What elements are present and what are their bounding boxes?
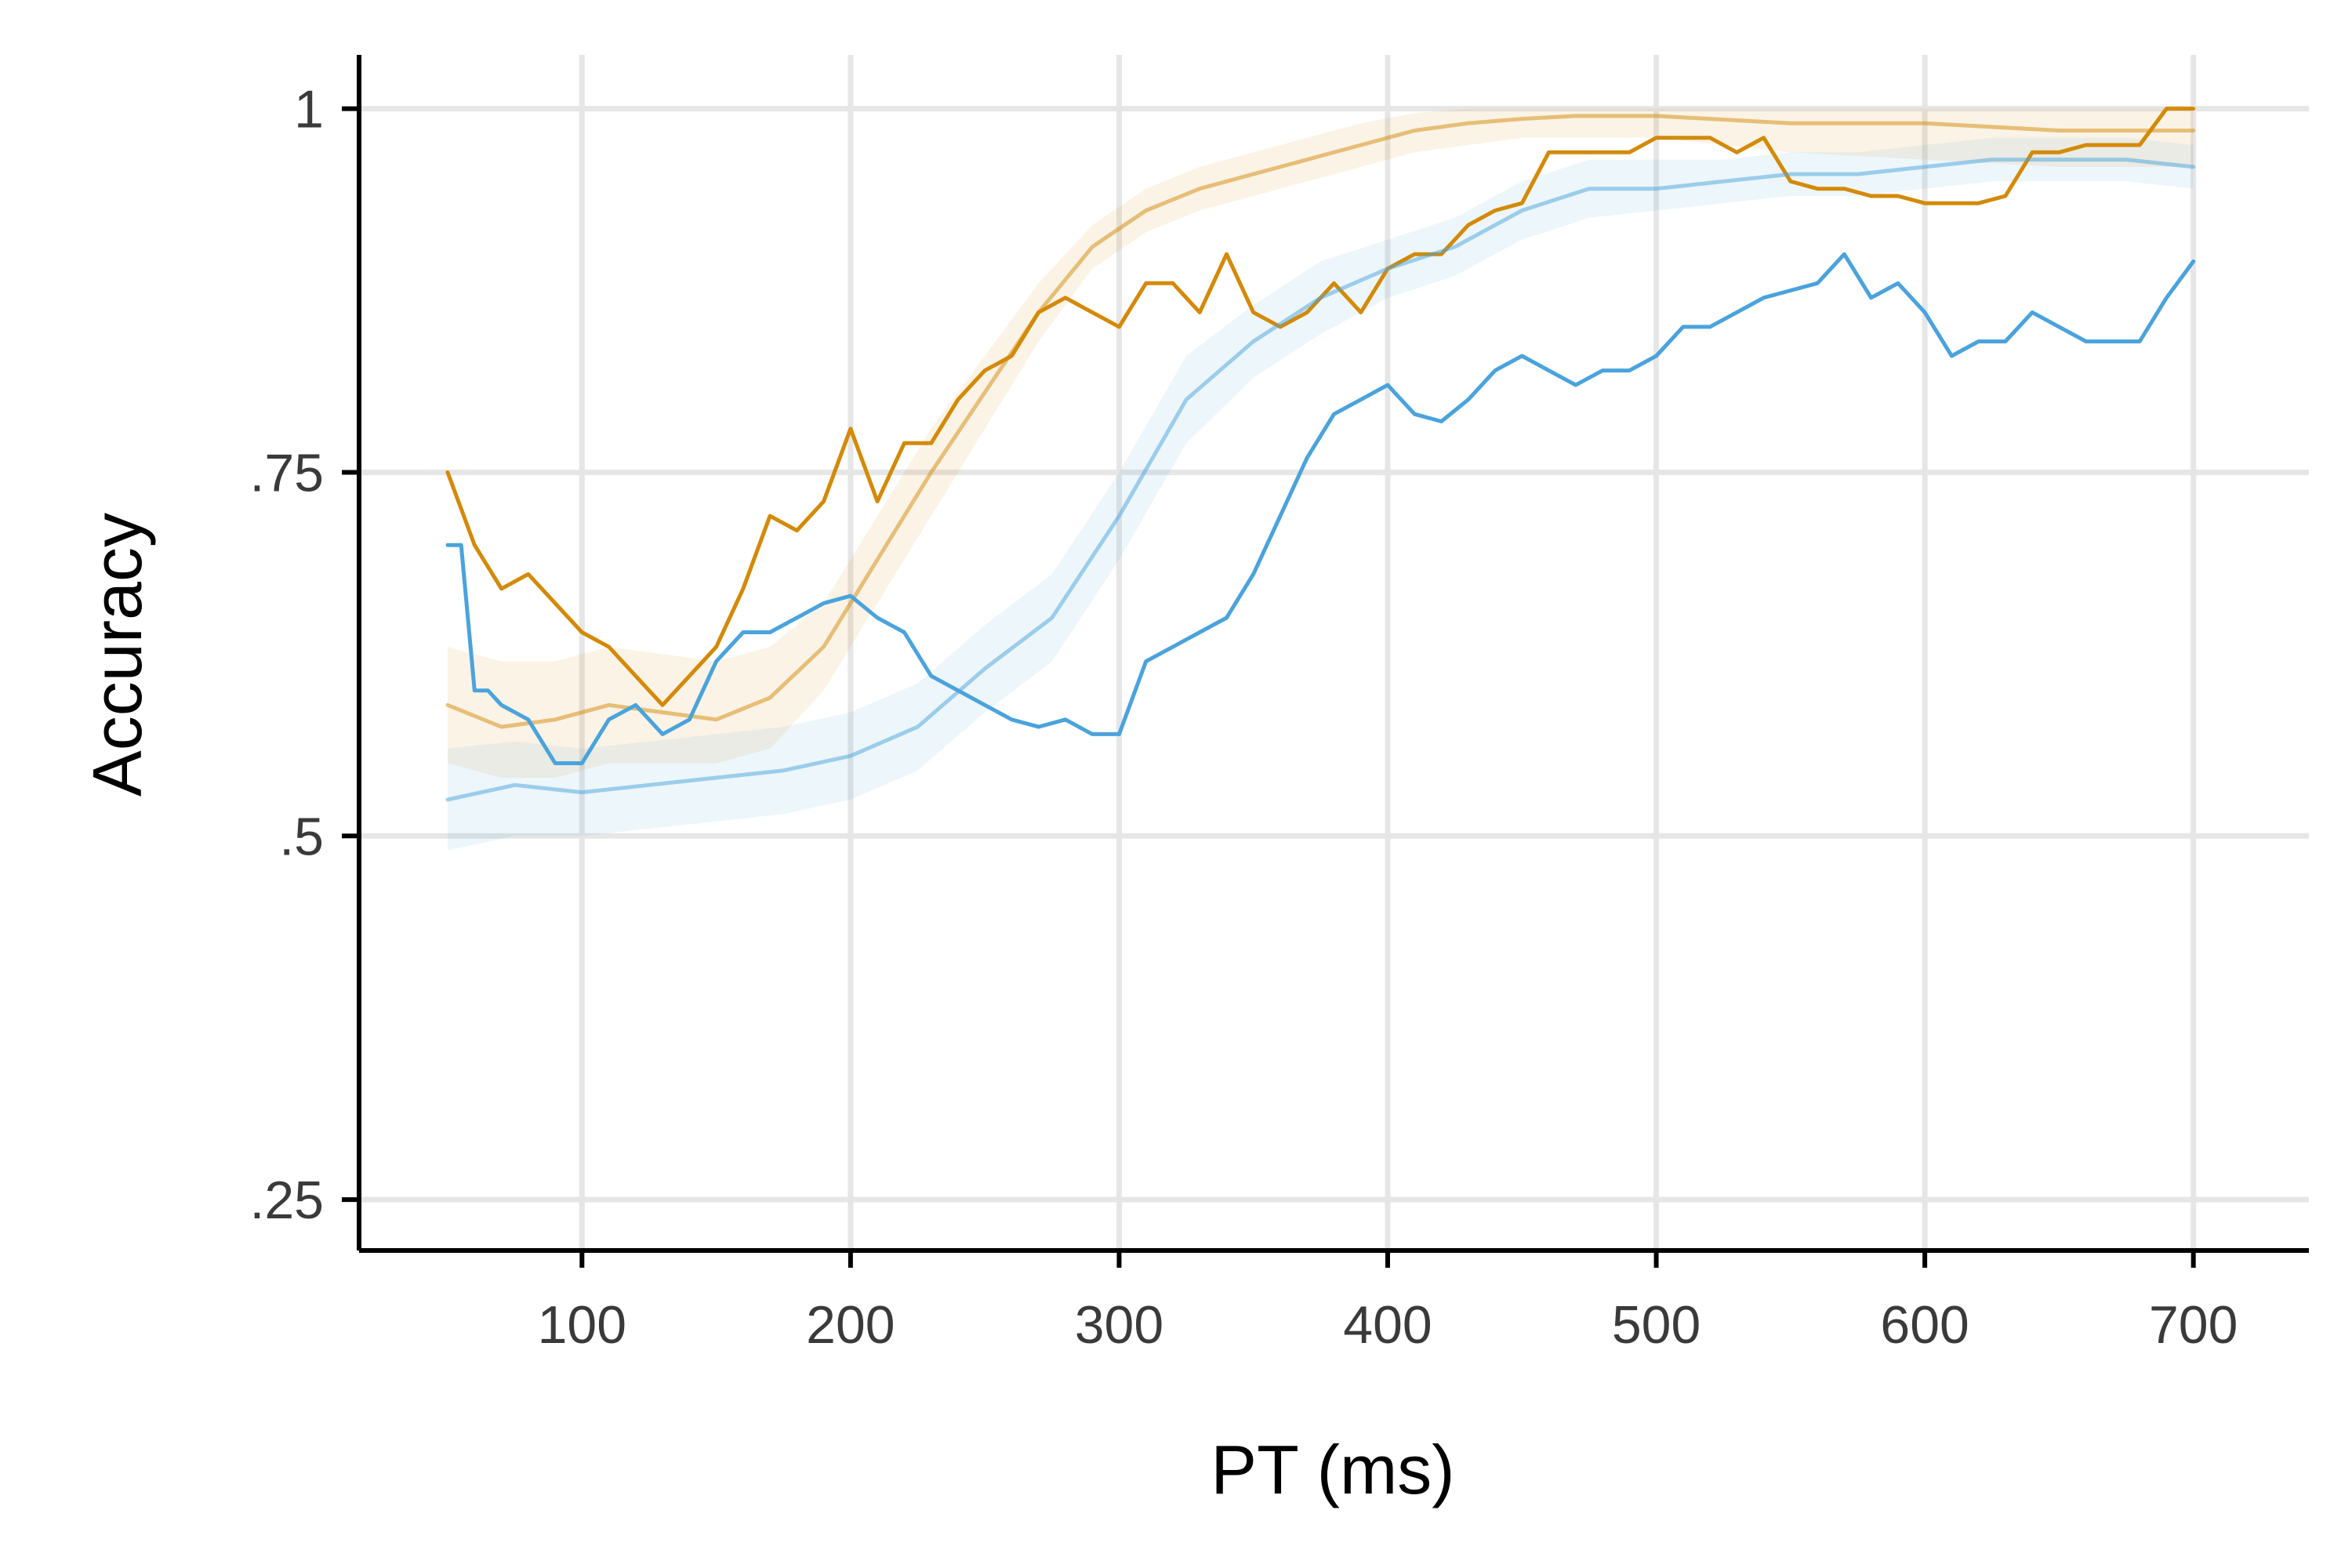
x-tick-label: 600 xyxy=(1880,1295,1969,1355)
series-3-line xyxy=(445,252,2196,765)
x-tick-label: 700 xyxy=(2149,1295,2238,1355)
x-tick-label: 500 xyxy=(1612,1295,1700,1355)
tick-labels: 100 200 300 400 500 600 700 .25 .5 .75 1 xyxy=(249,80,2238,1355)
x-tick-label: 300 xyxy=(1075,1295,1163,1355)
series-2-band xyxy=(448,137,2194,851)
x-tick-label: 100 xyxy=(538,1295,626,1355)
x-tick-label: 400 xyxy=(1343,1295,1432,1355)
y-tick-label: .75 xyxy=(249,443,324,503)
y-axis-title: Accuracy xyxy=(78,513,156,797)
y-tick-label: .25 xyxy=(249,1171,324,1230)
confidence-bands xyxy=(448,108,2194,851)
series-lines xyxy=(445,107,2196,802)
series-0-line xyxy=(445,114,2196,729)
axes xyxy=(342,55,2309,1268)
y-tick-label: 1 xyxy=(294,80,324,140)
grid xyxy=(359,55,2309,1250)
y-tick-label: .5 xyxy=(279,807,324,866)
x-axis-title: PT (ms) xyxy=(1210,1431,1454,1508)
series-2-line xyxy=(445,158,2196,802)
series-1-line xyxy=(445,107,2196,707)
x-tick-label: 200 xyxy=(806,1295,895,1355)
